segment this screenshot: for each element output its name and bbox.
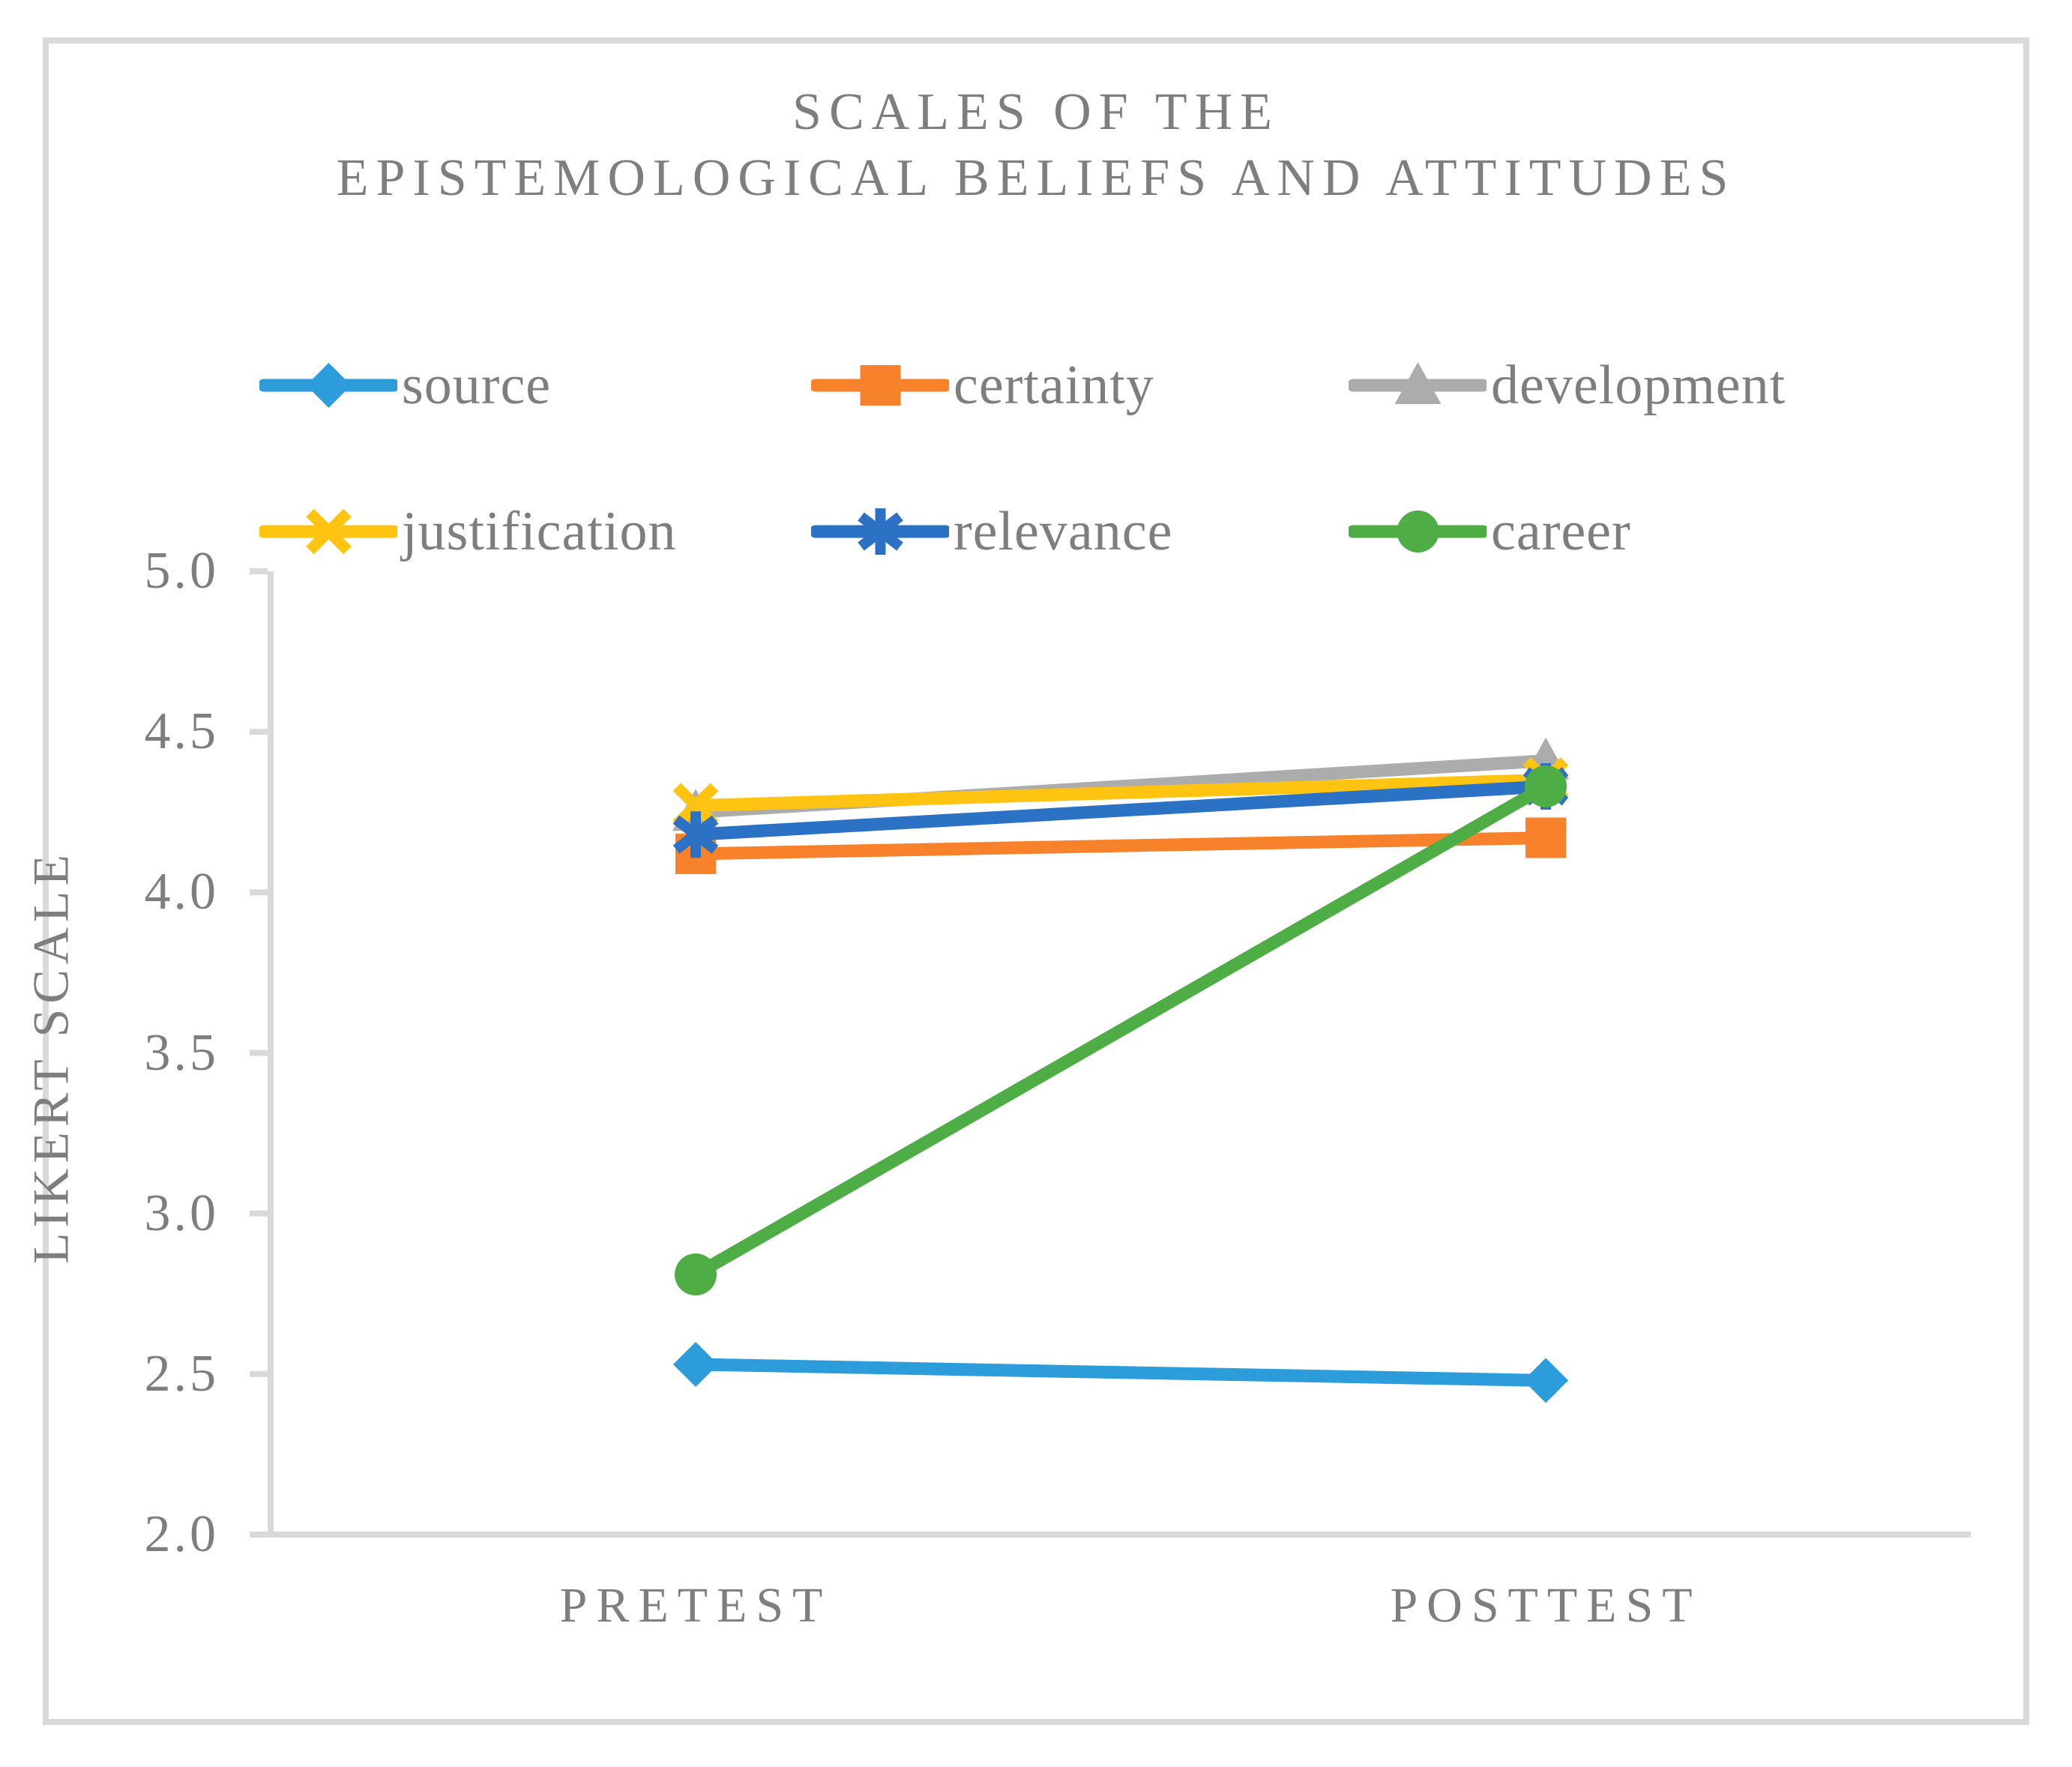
x-axis-line	[268, 1532, 1971, 1538]
y-tick-label-2.0: 2.0	[144, 1505, 219, 1563]
legend-marker-circle-icon	[1349, 511, 1487, 553]
marker-justification-pretest	[672, 783, 719, 828]
marker-career-posttest	[1525, 765, 1567, 807]
legend-marker-asterisk-glyph	[858, 508, 903, 555]
legend-marker-diamond-glyph	[306, 363, 352, 408]
series-line-relevance	[689, 780, 1553, 841]
y-tick-label-5.0: 5.0	[144, 542, 219, 600]
marker-career-pretest	[675, 1253, 717, 1296]
y-tick-label-3.5: 3.5	[144, 1023, 219, 1082]
legend-marker-triangle-icon	[1349, 362, 1487, 404]
chart-frame	[43, 37, 2029, 1725]
legend-marker-square-glyph	[860, 365, 901, 406]
legend-marker-x-icon	[259, 508, 397, 555]
y-axis-tick	[250, 889, 268, 896]
chart-title-line-1: SCALES OF THE	[792, 83, 1280, 141]
y-tick-label-4.0: 4.0	[144, 863, 219, 921]
y-tick-label-4.5: 4.5	[144, 702, 219, 761]
marker-relevance-pretest	[672, 811, 719, 858]
legend-marker-triangle-glyph	[1394, 362, 1442, 404]
y-axis-line	[268, 571, 274, 1538]
legend-item-career: career	[1349, 496, 1631, 568]
series-line-justification	[689, 773, 1553, 813]
x-category-label-pretest: PRETEST	[559, 1578, 832, 1633]
series-line-source	[689, 1358, 1553, 1387]
chart-title: SCALES OF THE EPISTEMOLOGICAL BELIEFS AN…	[0, 79, 2072, 211]
y-axis-tick	[250, 568, 268, 574]
legend-marker-asterisk-icon	[811, 508, 949, 555]
legend-label-development: development	[1491, 354, 1786, 416]
y-axis-tick	[250, 729, 268, 735]
legend-marker-square-icon	[811, 365, 949, 406]
y-axis-tick	[250, 1532, 268, 1538]
legend-label-justification: justification	[402, 500, 677, 562]
y-axis-tick	[250, 1370, 268, 1377]
marker-source-posttest	[1523, 1358, 1568, 1403]
legend-marker-x-glyph	[306, 508, 352, 555]
series-line-career	[689, 780, 1553, 1281]
legend-marker-circle-glyph	[1397, 511, 1439, 553]
legend-marker-diamond-icon	[259, 363, 397, 408]
legend-item-relevance: relevance	[811, 496, 1172, 568]
legend-label-relevance: relevance	[954, 500, 1173, 562]
y-tick-label-2.5: 2.5	[144, 1344, 219, 1403]
legend-item-certainty: certainty	[811, 349, 1154, 421]
y-axis-tick	[250, 1210, 268, 1217]
marker-certainty-posttest	[1526, 817, 1566, 858]
chart-title-line-2: EPISTEMOLOGICAL BELIEFS AND ATTITUDES	[336, 149, 1736, 207]
legend-label-certainty: certainty	[954, 354, 1154, 416]
legend-label-career: career	[1491, 500, 1631, 562]
legend-item-source: source	[259, 349, 551, 421]
y-tick-label-3.0: 3.0	[144, 1184, 219, 1242]
legend-item-development: development	[1349, 349, 1786, 421]
series-line-certainty	[689, 831, 1553, 861]
x-category-label-posttest: POSTTEST	[1390, 1578, 1702, 1633]
legend-label-source: source	[402, 354, 552, 416]
marker-source-pretest	[673, 1341, 718, 1387]
y-axis-tick	[250, 1050, 268, 1056]
legend-item-justification: justification	[259, 496, 677, 568]
